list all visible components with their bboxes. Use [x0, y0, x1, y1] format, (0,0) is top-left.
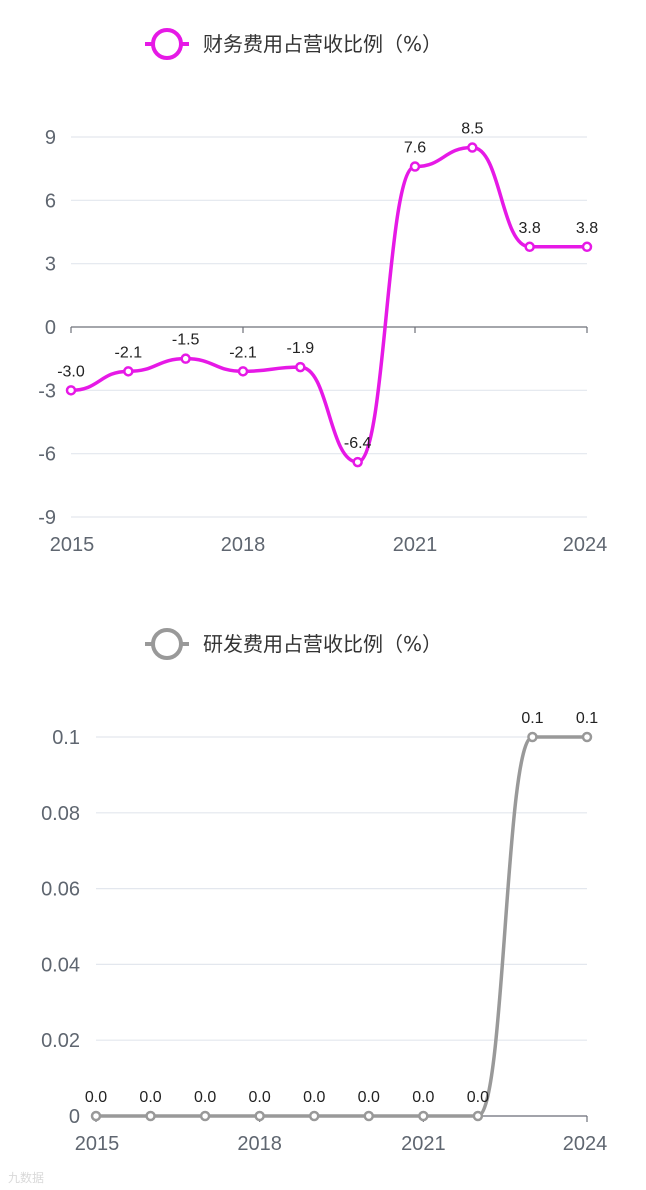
data-point — [295, 361, 306, 373]
data-point — [581, 241, 593, 253]
legend: 财务费用占营收比例（%） — [145, 28, 442, 60]
data-label: 0.0 — [358, 1089, 380, 1106]
y-tick-label: 0.02 — [41, 1030, 80, 1052]
data-point — [472, 1110, 484, 1122]
series-line — [70, 145, 587, 464]
data-point — [352, 456, 363, 468]
data-label: 3.8 — [519, 220, 541, 237]
series-line — [96, 735, 587, 1118]
data-label: 0.0 — [303, 1089, 325, 1106]
data-label: 0.0 — [194, 1089, 216, 1106]
y-tick-label: 0.04 — [41, 954, 80, 976]
data-point — [123, 366, 134, 377]
legend: 研发费用占营收比例（%） — [145, 628, 442, 660]
data-label: -1.9 — [287, 340, 315, 357]
data-label: -3.0 — [57, 363, 85, 380]
y-tick-label: 3 — [45, 254, 56, 276]
chart-2: 研发费用占营收比例（%） 0.1 0.08 0.06 0.04 0.02 0 2015 2018… — [41, 628, 608, 1155]
data-point — [65, 385, 77, 396]
data-label: 0.0 — [412, 1089, 434, 1106]
y-tick-label: 9 — [45, 127, 56, 149]
data-point — [581, 731, 593, 743]
y-tick-label: -9 — [38, 507, 56, 529]
data-point — [524, 241, 535, 253]
data-point — [90, 1110, 102, 1122]
data-label: 0.0 — [139, 1089, 161, 1106]
y-tick-label: 0 — [69, 1106, 80, 1128]
data-label: 0.0 — [467, 1089, 489, 1106]
x-tick-label: 2021 — [401, 1133, 446, 1155]
legend-label: 财务费用占营收比例（%） — [203, 32, 442, 56]
data-point — [363, 1110, 375, 1122]
data-point — [409, 161, 421, 172]
data-point — [308, 1110, 320, 1122]
x-tick-label: 2015 — [75, 1133, 120, 1155]
data-label: 0.1 — [576, 710, 598, 727]
chart-1: 财务费用占营收比例（%） 9 6 3 0 -3 -6 -9 2015 2018 2021 2024 -3… — [38, 28, 608, 556]
y-tick-label: -6 — [38, 444, 56, 466]
data-label: -1.5 — [172, 332, 200, 349]
watermark: 九数据 — [8, 1170, 44, 1185]
data-label: -2.1 — [115, 344, 143, 361]
y-tick-label: -3 — [38, 380, 56, 402]
data-label: 3.8 — [576, 220, 598, 237]
data-point — [237, 366, 249, 377]
data-label: -2.1 — [229, 344, 257, 361]
y-tick-label: 0 — [45, 317, 56, 339]
y-tick-label: 6 — [45, 190, 56, 212]
legend-marker-icon — [151, 28, 183, 60]
x-tick-label: 2018 — [221, 534, 266, 556]
data-label: 0.0 — [85, 1089, 107, 1106]
data-label: -6.4 — [344, 435, 372, 452]
data-label: 7.6 — [404, 140, 426, 157]
y-tick-label: 0.1 — [52, 727, 80, 749]
legend-label: 研发费用占营收比例（%） — [203, 632, 442, 656]
data-label: 8.5 — [461, 121, 483, 138]
x-tick-label: 2024 — [563, 534, 608, 556]
data-point — [527, 731, 538, 743]
data-label: 0.0 — [249, 1089, 271, 1106]
data-point — [418, 1110, 429, 1122]
x-tick-label: 2018 — [237, 1133, 282, 1155]
legend-marker-icon — [151, 628, 183, 660]
y-tick-label: 0.06 — [41, 879, 80, 901]
data-point — [467, 142, 478, 153]
x-tick-label: 2021 — [393, 534, 438, 556]
x-tick-label: 2015 — [50, 534, 95, 556]
y-tick-label: 0.08 — [41, 803, 80, 825]
x-tick-label: 2024 — [563, 1133, 608, 1155]
data-point — [199, 1110, 211, 1122]
data-point — [180, 353, 191, 364]
data-label: 0.1 — [521, 710, 543, 727]
data-point — [254, 1110, 265, 1122]
data-point — [145, 1110, 156, 1122]
